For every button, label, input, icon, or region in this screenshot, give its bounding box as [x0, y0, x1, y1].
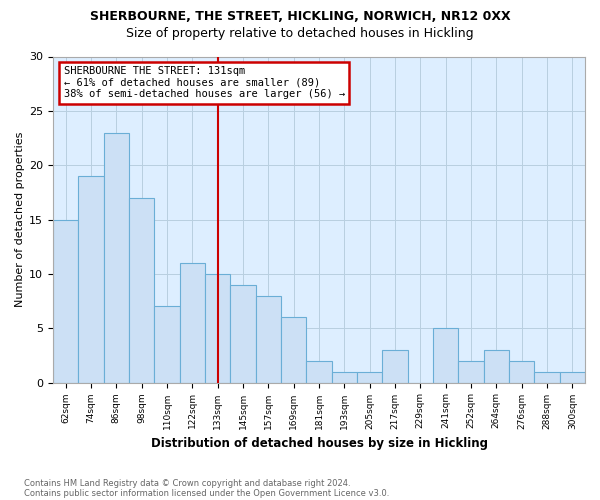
Bar: [179, 263, 205, 382]
Bar: [129, 198, 154, 382]
Bar: [433, 328, 458, 382]
Bar: [484, 350, 509, 382]
Bar: [307, 361, 332, 382]
Bar: [357, 372, 382, 382]
Bar: [332, 372, 357, 382]
Bar: [154, 306, 179, 382]
Bar: [79, 176, 104, 382]
Bar: [382, 350, 407, 382]
Bar: [281, 318, 307, 382]
Bar: [205, 274, 230, 382]
Text: Contains HM Land Registry data © Crown copyright and database right 2024.: Contains HM Land Registry data © Crown c…: [24, 478, 350, 488]
X-axis label: Distribution of detached houses by size in Hickling: Distribution of detached houses by size …: [151, 437, 488, 450]
Text: SHERBOURNE THE STREET: 131sqm
← 61% of detached houses are smaller (89)
38% of s: SHERBOURNE THE STREET: 131sqm ← 61% of d…: [64, 66, 345, 100]
Bar: [104, 132, 129, 382]
Bar: [458, 361, 484, 382]
Bar: [53, 220, 79, 382]
Y-axis label: Number of detached properties: Number of detached properties: [15, 132, 25, 307]
Bar: [560, 372, 585, 382]
Text: Contains public sector information licensed under the Open Government Licence v3: Contains public sector information licen…: [24, 488, 389, 498]
Text: Size of property relative to detached houses in Hickling: Size of property relative to detached ho…: [126, 28, 474, 40]
Bar: [509, 361, 535, 382]
Bar: [230, 284, 256, 382]
Text: SHERBOURNE, THE STREET, HICKLING, NORWICH, NR12 0XX: SHERBOURNE, THE STREET, HICKLING, NORWIC…: [89, 10, 511, 23]
Bar: [256, 296, 281, 382]
Bar: [535, 372, 560, 382]
